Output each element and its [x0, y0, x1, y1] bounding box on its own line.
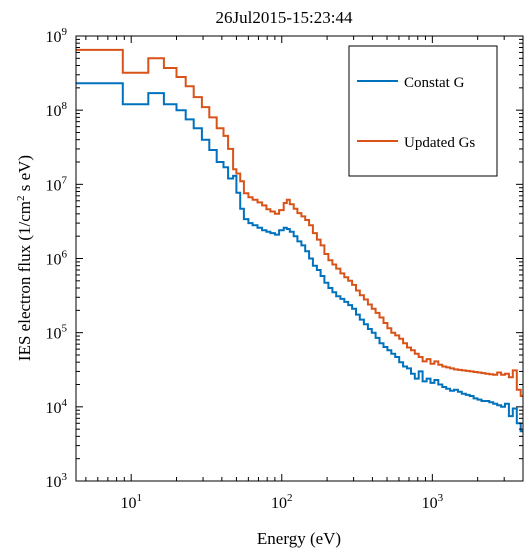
x-tick-label: 103	[422, 492, 444, 512]
x-axis-label: Energy (eV)	[257, 529, 341, 548]
y-tick-label: 108	[46, 100, 68, 120]
y-axis-label: IES electron flux (1/cm2 s eV)	[15, 155, 34, 361]
y-tick-label-exp: 7	[62, 174, 68, 186]
y-tick-label: 105	[46, 323, 68, 343]
y-tick-label-base: 10	[46, 252, 62, 269]
legend-label-constat-g: Constat G	[404, 75, 465, 91]
x-tick-label-base: 10	[271, 495, 287, 512]
x-tick-label: 101	[120, 492, 142, 512]
x-tick-label: 102	[271, 492, 293, 512]
y-tick-label: 109	[46, 26, 68, 46]
x-tick-label-exp: 3	[438, 492, 444, 504]
y-tick-label-exp: 9	[62, 26, 68, 38]
y-tick-label: 104	[46, 397, 68, 417]
y-tick-label-exp: 5	[62, 323, 68, 335]
y-tick-label-exp: 4	[62, 397, 68, 409]
y-axis-label-tail: s eV)	[15, 155, 34, 196]
y-axis-label-sup: 2	[15, 196, 27, 202]
x-tick-label-exp: 1	[136, 492, 142, 504]
x-tick-label-base: 10	[120, 495, 136, 512]
y-tick-label-base: 10	[46, 326, 62, 343]
x-tick-label-exp: 2	[287, 492, 293, 504]
series-line-constat-g	[76, 82, 523, 433]
y-tick-label-exp: 6	[62, 249, 68, 261]
y-tick-label-base: 10	[46, 400, 62, 417]
series-line-updated-gs	[76, 48, 523, 397]
y-tick-label-base: 10	[46, 29, 62, 46]
y-tick-label-exp: 8	[62, 100, 68, 112]
y-tick-label-base: 10	[46, 103, 62, 120]
legend-box	[348, 45, 498, 177]
y-axis-label-text: IES electron flux (1/cm	[15, 201, 34, 361]
y-tick-label: 106	[46, 249, 68, 269]
x-axis: 101 102 103	[85, 36, 524, 512]
x-tick-label-base: 10	[422, 495, 438, 512]
y-tick-label-exp: 3	[62, 471, 68, 483]
legend-label-updated-gs: Updated Gs	[404, 135, 475, 151]
y-tick-label: 107	[46, 174, 68, 194]
y-tick-label-base: 10	[46, 474, 62, 491]
y-tick-label: 103	[46, 471, 68, 491]
legend: Constat G Updated Gs	[348, 45, 498, 177]
y-tick-label-base: 10	[46, 177, 62, 194]
chart-title: 26Jul2015-15:23:44	[216, 8, 353, 27]
plot-area	[76, 48, 523, 433]
